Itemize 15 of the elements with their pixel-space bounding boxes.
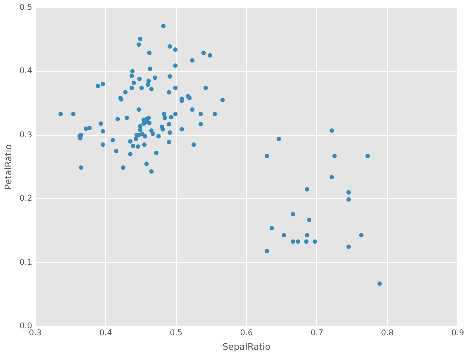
y-tick-label: 0.0 [20, 322, 33, 331]
y-tick-label: 0.3 [20, 130, 33, 140]
x-tick-label: 0.9 [452, 328, 464, 338]
x-tick-label: 0.3 [29, 328, 42, 338]
x-tick-label: 0.5 [170, 328, 183, 338]
x-tick-label: 0.8 [381, 328, 394, 338]
x-tick-label: 0.6 [240, 328, 254, 338]
y-tick-label: 0.2 [20, 194, 33, 204]
x-tick-label: 0.4 [100, 328, 112, 338]
x-axis-title: SepalRatio [222, 342, 272, 353]
x-tick-label: 0.7 [310, 328, 324, 338]
y-tick-label: 0.5 [20, 2, 33, 12]
y-tick-label: 0.1 [20, 258, 33, 267]
y-axis-title: PetalRatio [4, 144, 15, 190]
y-tick-label: 0.4 [20, 66, 33, 76]
